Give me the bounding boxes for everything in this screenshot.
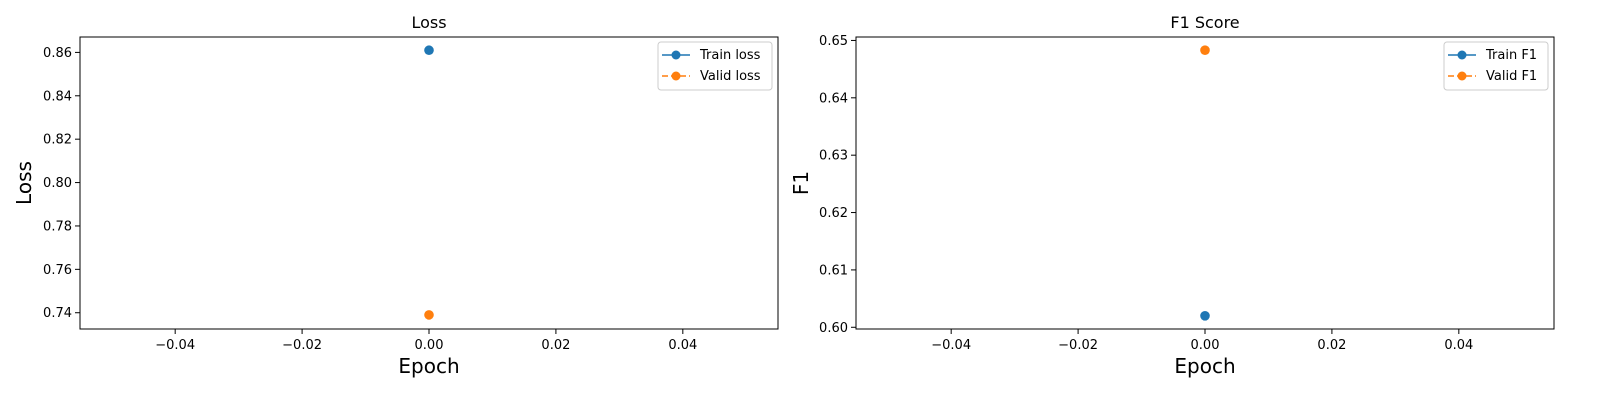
loss-x-tick-label: 0.02 — [541, 338, 570, 353]
f1-series-marks — [1200, 45, 1210, 321]
loss-legend-box — [657, 41, 773, 91]
f1-chart-title: F1 Score — [1170, 13, 1239, 32]
loss-legend-entry-valid: Valid loss — [662, 69, 761, 84]
loss-x-tick-label: 0.04 — [668, 338, 697, 353]
f1-legend-box — [1443, 41, 1549, 91]
f1-y-tick-label: 0.63 — [819, 149, 848, 164]
loss-legend-entry-train: Train loss — [662, 48, 761, 63]
f1-plot-area — [855, 36, 1555, 330]
f1-y-tick-label: 0.64 — [819, 91, 848, 106]
loss-x-axis-label: Epoch — [398, 354, 459, 378]
loss-legend-train-label: Train loss — [699, 48, 761, 63]
loss-legend-valid-label: Valid loss — [700, 69, 761, 84]
f1-train-point — [1200, 311, 1210, 321]
loss-train-point — [424, 45, 434, 56]
f1-legend-entry-train: Train F1 — [1448, 48, 1537, 63]
loss-x-tick-label: 0.00 — [415, 338, 444, 353]
loss-y-tick-label: 0.80 — [43, 176, 72, 191]
f1-x-tick-label: −0.02 — [1058, 338, 1098, 353]
loss-y-tick-label: 0.74 — [43, 306, 72, 321]
loss-panel: Loss Epoch Loss −0.04 −0.02 0.00 0.02 0.04 0… — [12, 13, 779, 378]
loss-y-tick-label: 0.82 — [43, 133, 72, 148]
loss-y-axis-label: Loss — [12, 161, 36, 205]
loss-legend-valid-marker — [671, 71, 681, 81]
f1-panel: F1 Score Epoch F1 −0.04 −0.02 0.00 0.02 0.04… — [789, 13, 1555, 378]
loss-legend: Train loss Valid loss — [657, 41, 773, 91]
f1-y-axis-label: F1 — [789, 171, 813, 195]
loss-x-tick-label: −0.04 — [155, 338, 195, 353]
f1-y-tick-label: 0.60 — [819, 321, 848, 336]
f1-legend-train-label: Train F1 — [1485, 48, 1537, 63]
f1-y-tick-label: 0.62 — [819, 206, 848, 221]
f1-y-tick-label: 0.65 — [819, 34, 848, 49]
loss-y-tick-label: 0.86 — [43, 46, 72, 61]
loss-valid-point — [424, 310, 434, 320]
f1-x-axis-label: Epoch — [1174, 354, 1235, 378]
loss-x-ticks: −0.04 −0.02 0.00 0.02 0.04 — [155, 329, 697, 353]
loss-y-ticks: 0.74 0.76 0.78 0.80 0.82 0.84 0.86 — [43, 46, 80, 321]
f1-legend: Train F1 Valid F1 — [1443, 41, 1549, 91]
f1-y-ticks: 0.60 0.61 0.62 0.63 0.64 0.65 — [819, 34, 856, 336]
f1-x-tick-label: 0.04 — [1444, 338, 1473, 353]
f1-x-tick-label: 0.02 — [1317, 338, 1346, 353]
f1-x-tick-label: −0.04 — [931, 338, 971, 353]
f1-x-ticks: −0.04 −0.02 0.00 0.02 0.04 — [931, 329, 1473, 353]
loss-y-tick-label: 0.76 — [43, 263, 72, 278]
loss-chart-title: Loss — [411, 13, 446, 32]
loss-x-tick-label: −0.02 — [282, 338, 322, 353]
f1-valid-point — [1200, 45, 1210, 55]
f1-legend-entry-valid: Valid F1 — [1448, 69, 1537, 84]
f1-legend-valid-marker — [1457, 71, 1467, 81]
loss-y-tick-label: 0.78 — [43, 219, 72, 234]
loss-series-marks — [424, 45, 434, 320]
f1-y-tick-label: 0.61 — [819, 263, 848, 278]
f1-legend-valid-label: Valid F1 — [1486, 69, 1537, 84]
f1-x-tick-label: 0.00 — [1191, 338, 1220, 353]
f1-legend-train-marker — [1457, 50, 1467, 60]
loss-legend-train-marker — [671, 50, 681, 60]
loss-y-tick-label: 0.84 — [43, 89, 72, 104]
